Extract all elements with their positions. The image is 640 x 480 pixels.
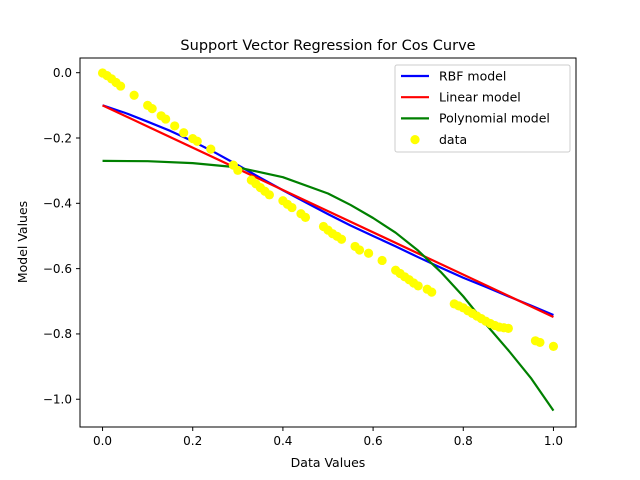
data-point [206,144,216,154]
data-point [503,323,513,333]
plot-area: 0.0 0.2 0.4 0.6 0.8 1.0 0.0 −0.2 −0.4 −0.6 −0.8 −1.… [43,57,577,448]
x-tick-label: 0.2 [183,434,202,448]
legend-marker [410,135,420,145]
x-tick-label: 0.6 [364,434,383,448]
legend-label: RBF model [439,68,506,83]
data-point [192,136,202,146]
x-tick-label: 0.4 [273,434,292,448]
x-tick-label: 0.8 [454,434,473,448]
chart-title: Support Vector Regression for Cos Curve [180,38,475,54]
axes-frame [79,57,577,428]
data-point [264,190,274,200]
series-line-rbf-model [102,104,554,317]
y-tick-label: −0.2 [43,131,72,145]
data-point [548,341,559,351]
data-point [233,165,243,175]
legend-label: Polynomial model [439,111,550,126]
data-point [427,287,437,297]
data-point [363,248,374,258]
data-point [147,104,157,114]
y-tick-label: 0.0 [53,66,72,80]
y-tick-label: −0.8 [43,327,72,341]
legend-label: data [439,132,467,147]
y-tick-label: −0.6 [43,262,72,276]
series-line-linear-model [102,104,554,318]
y-axis-label: Model Values [15,201,30,283]
series-group [97,68,559,412]
series-line-polynomial-model [102,159,555,412]
data-point [115,81,126,91]
data-point [179,128,189,138]
y-tick-label: −1.0 [43,393,72,407]
data-point [170,121,180,131]
legend-label: Linear model [439,90,521,105]
data-point [336,234,347,244]
legend-frame [394,64,571,153]
data-point [287,202,297,213]
legend: RBF model Linear model Polynomial model dat… [394,64,571,153]
data-point [354,245,365,255]
data-point [300,212,311,222]
x-tick-label: 0.0 [93,434,112,448]
data-point [535,337,545,348]
x-axis-label: Data Values [291,455,366,470]
x-tick-label: 1.0 [544,434,563,448]
y-tick-label: −0.4 [43,197,72,211]
data-point [413,281,423,291]
data-point [377,255,387,266]
data-point [161,114,171,124]
data-point [129,90,139,100]
